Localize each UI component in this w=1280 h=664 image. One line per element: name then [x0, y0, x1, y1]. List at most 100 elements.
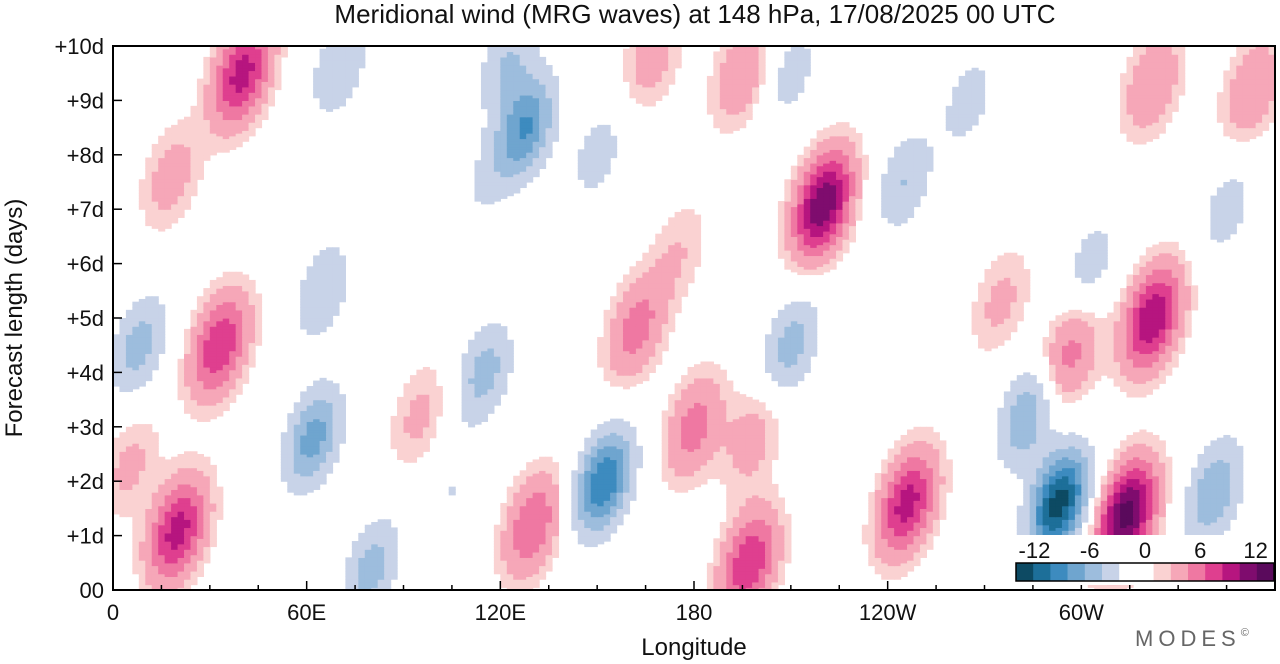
- field-cell: [913, 532, 921, 537]
- field-cell: [1120, 522, 1128, 526]
- field-cell: [1139, 505, 1147, 509]
- field-cell: [1145, 508, 1153, 512]
- field-cell: [351, 568, 359, 572]
- field-cell: [545, 557, 553, 561]
- field-cell: [138, 502, 146, 507]
- field-cell: [887, 551, 895, 556]
- field-cell: [932, 432, 940, 436]
- field-cell: [532, 576, 540, 580]
- field-cell: [932, 502, 940, 507]
- field-cell: [158, 538, 166, 542]
- field-cell: [1223, 500, 1231, 504]
- field-cell: [719, 462, 727, 466]
- field-cell: [448, 486, 456, 490]
- field-cell: [184, 478, 192, 482]
- field-cell: [184, 584, 192, 588]
- field-cell: [493, 568, 501, 572]
- field-cell: [1081, 492, 1089, 496]
- field-cell: [526, 505, 534, 509]
- field-cell: [726, 481, 734, 485]
- field-cell: [306, 462, 314, 466]
- field-cell: [1029, 475, 1037, 480]
- field-cell: [1023, 451, 1031, 455]
- field-cell: [184, 497, 192, 501]
- field-cell: [745, 532, 753, 537]
- field-cell: [629, 494, 637, 499]
- field-cell: [603, 535, 611, 539]
- field-cell: [519, 508, 527, 512]
- field-cell: [732, 524, 740, 529]
- field-cell: [1023, 483, 1031, 488]
- field-cell: [506, 530, 514, 534]
- field-cell: [551, 516, 560, 520]
- field-cell: [1158, 513, 1166, 518]
- field-cell: [1016, 522, 1024, 526]
- field-cell: [894, 573, 902, 577]
- field-cell: [1113, 502, 1121, 507]
- field-cell: [203, 492, 211, 496]
- field-cell: [300, 475, 308, 480]
- field-cell: [571, 513, 579, 518]
- field-cell: [939, 483, 947, 488]
- field-cell: [390, 415, 398, 420]
- field-cell: [784, 522, 792, 526]
- field-cell: [506, 505, 514, 509]
- field-cell: [758, 584, 766, 588]
- field-cell: [777, 516, 785, 520]
- field-cell: [932, 467, 940, 471]
- field-cell: [287, 470, 295, 474]
- field-cell: [590, 475, 598, 480]
- field-cell: [409, 456, 418, 461]
- field-cell: [913, 516, 921, 520]
- field-cell: [519, 486, 527, 490]
- field-cell: [932, 500, 940, 504]
- field-cell: [138, 549, 146, 553]
- field-cell: [1145, 532, 1153, 537]
- field-cell: [190, 541, 198, 545]
- field-cell: [209, 535, 217, 539]
- field-cell: [196, 551, 204, 556]
- field-cell: [1061, 522, 1070, 526]
- field-cell: [164, 522, 172, 526]
- field-cell: [326, 462, 334, 466]
- field-cell: [1223, 483, 1231, 488]
- field-cell: [1074, 508, 1082, 512]
- field-cell: [390, 557, 398, 561]
- field-cell: [1236, 478, 1244, 482]
- field-cell: [913, 562, 921, 567]
- field-cell: [1107, 483, 1115, 488]
- field-cell: [603, 454, 611, 458]
- field-cell: [125, 497, 133, 501]
- wind-field: [113, 46, 1275, 590]
- field-cell: [1120, 527, 1128, 531]
- field-cell: [745, 524, 753, 529]
- field-cell: [584, 459, 592, 463]
- field-cell: [300, 486, 308, 490]
- field-cell: [732, 573, 740, 577]
- field-cell: [1165, 492, 1173, 496]
- field-cell: [1036, 492, 1044, 496]
- field-cell: [1216, 505, 1224, 509]
- field-cell: [551, 467, 560, 471]
- field-cell: [551, 478, 560, 482]
- field-cell: [513, 486, 521, 490]
- field-cell: [1184, 502, 1192, 507]
- field-cell: [681, 470, 689, 474]
- field-cell: [745, 522, 753, 526]
- field-cell: [132, 489, 140, 493]
- field-cell: [371, 541, 379, 545]
- field-cell: [196, 505, 204, 509]
- field-cell: [113, 473, 121, 477]
- field-cell: [1223, 434, 1231, 439]
- field-cell: [726, 454, 734, 458]
- field-cell: [319, 462, 327, 466]
- field-cell: [681, 459, 689, 463]
- field-cell: [732, 551, 740, 556]
- field-cell: [1152, 530, 1160, 534]
- field-cell: [1223, 494, 1231, 499]
- field-cell: [887, 459, 895, 463]
- field-cell: [661, 475, 669, 480]
- field-cell: [1216, 456, 1224, 461]
- field-cell: [765, 543, 773, 548]
- field-cell: [739, 500, 747, 504]
